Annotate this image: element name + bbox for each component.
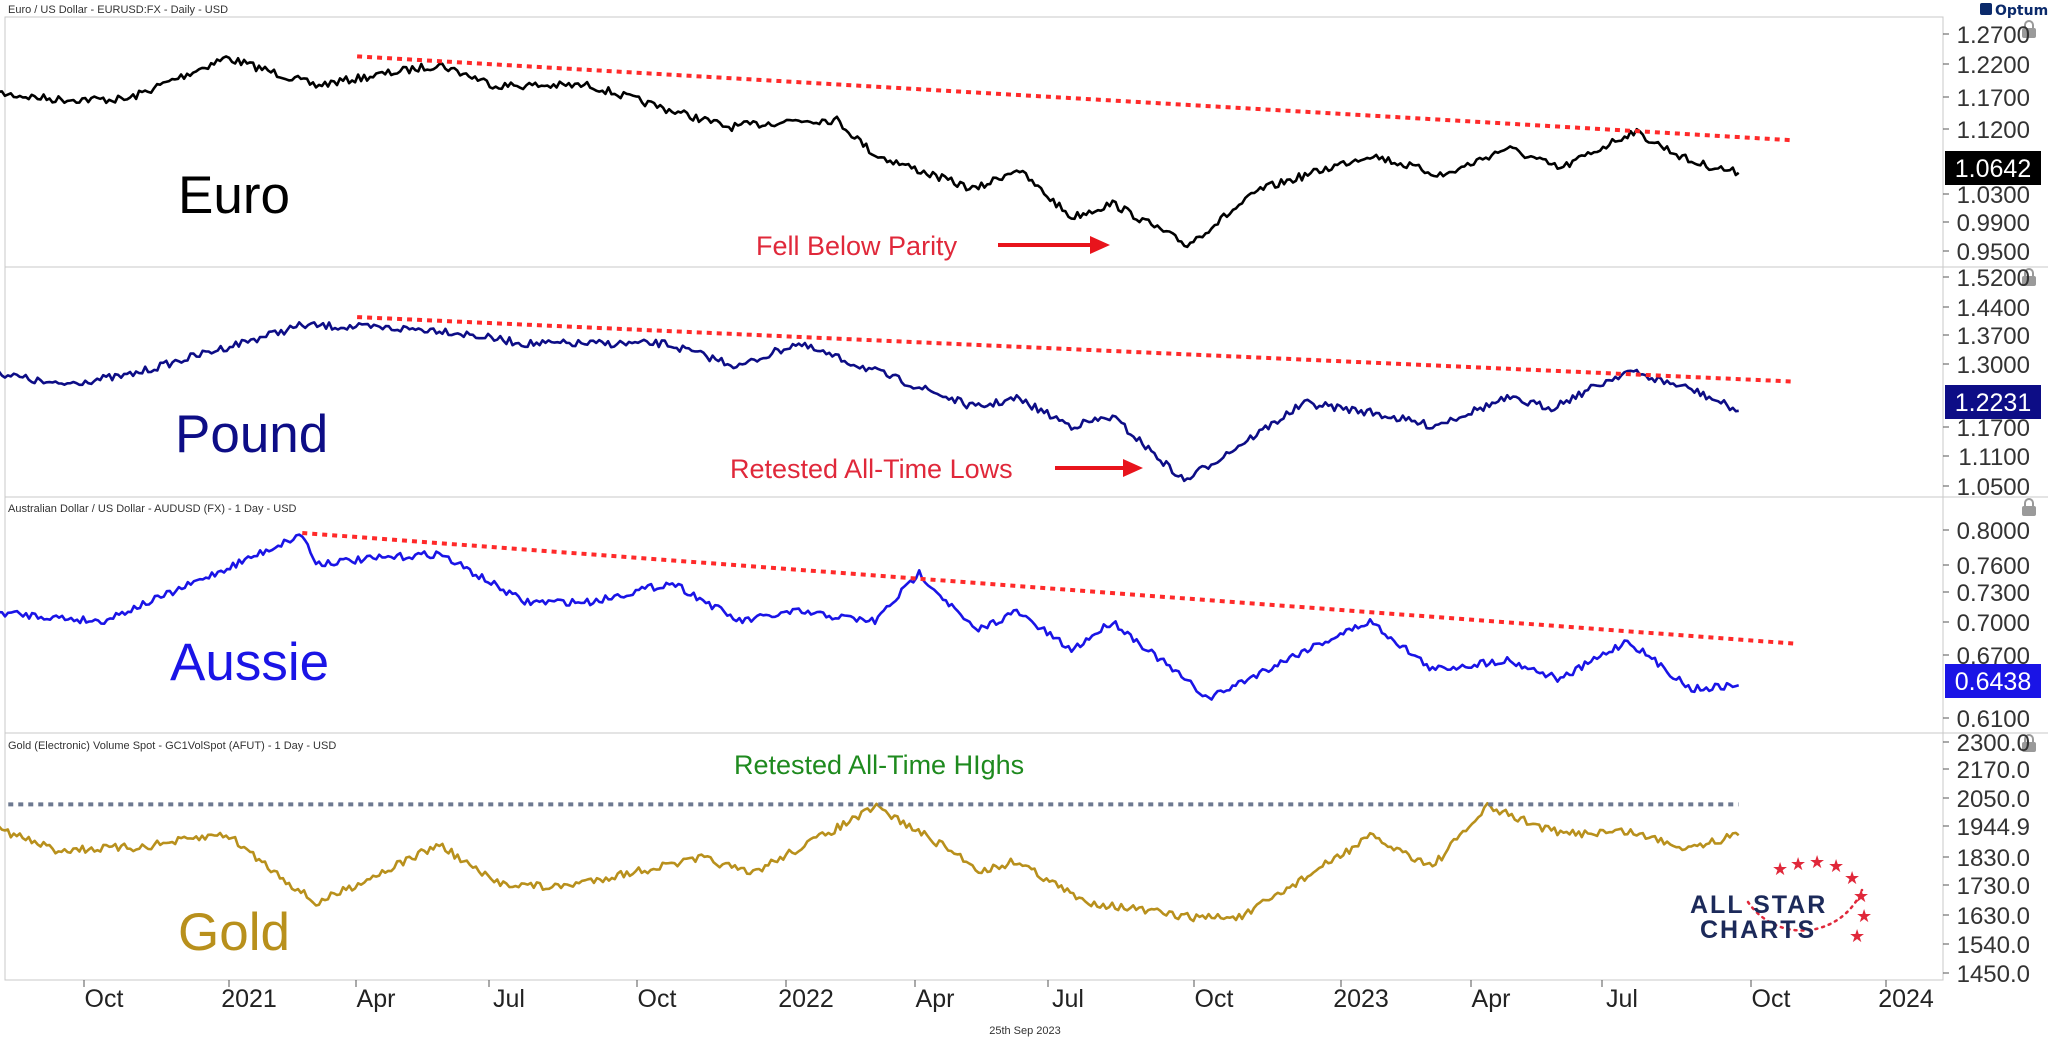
logo-star-2: ★ bbox=[1790, 854, 1806, 874]
logo-star-8: ★ bbox=[1849, 926, 1865, 946]
series-line-euro bbox=[0, 55, 1740, 249]
time-tick-label: Jul bbox=[1606, 985, 1638, 1013]
last-value-badge bbox=[1945, 151, 2041, 185]
series-line-gold bbox=[0, 802, 1740, 923]
price-tick-label: 0.6100 bbox=[1957, 706, 2030, 733]
pound-annotation-arrow bbox=[1055, 459, 1143, 477]
price-tick-label: 0.7300 bbox=[1957, 580, 2030, 607]
time-tick-label: Apr bbox=[916, 985, 955, 1013]
brand-line-1: ALL STAR bbox=[1690, 891, 1827, 919]
lock-icon-shackle bbox=[2024, 734, 2034, 742]
aussie-panel-header: Australian Dollar / US Dollar - AUDUSD (… bbox=[8, 503, 297, 515]
euro-annotation-arrow bbox=[998, 236, 1110, 254]
price-axis: 1.2700 1.2200 1.1700 1.1200 1.06421.03000.99… bbox=[1943, 22, 2041, 988]
price-tick-label: 1.0500 bbox=[1957, 474, 2030, 501]
price-tick-label: 1.1200 bbox=[1957, 117, 2030, 144]
price-tick-label: 1730.0 bbox=[1957, 873, 2030, 900]
time-tick-label: Oct bbox=[1195, 985, 1234, 1013]
price-tick-label: 2170.0 bbox=[1957, 757, 2030, 784]
arrow-head bbox=[1123, 459, 1143, 477]
footer-date: 25th Sep 2023 bbox=[989, 1025, 1061, 1037]
price-tick-label: 1630.0 bbox=[1957, 903, 2030, 930]
series-layer bbox=[0, 54, 1794, 923]
price-tick-label: 1.1700 bbox=[1957, 415, 2030, 442]
logo-star-6: ★ bbox=[1853, 886, 1869, 906]
time-tick-label: 2024 bbox=[1878, 985, 1934, 1013]
logo-dotted-arc bbox=[1746, 888, 1864, 932]
time-tick-label: Oct bbox=[638, 985, 677, 1013]
time-tick-label: Jul bbox=[493, 985, 525, 1013]
lock-icon[interactable] bbox=[2022, 498, 2036, 516]
optuma-logo-text: Optuma bbox=[1995, 3, 2048, 19]
pound-annotation: Retested All-Time Lows bbox=[730, 454, 1013, 484]
price-tick-label: 0.7000 bbox=[1957, 610, 2030, 637]
time-tick-label: Oct bbox=[1752, 985, 1791, 1013]
logo-star-1: ★ bbox=[1772, 859, 1788, 879]
price-tick-label: 0.9900 bbox=[1957, 210, 2030, 237]
logo-star-3: ★ bbox=[1809, 852, 1825, 872]
price-tick-label: 0.7600 bbox=[1957, 553, 2030, 580]
time-tick-label: 2021 bbox=[221, 985, 277, 1013]
lock-icon[interactable] bbox=[2022, 20, 2036, 38]
lock-icon[interactable] bbox=[2022, 734, 2036, 752]
time-tick-label: Apr bbox=[1472, 985, 1511, 1013]
price-tick-label: 1.1100 bbox=[1958, 444, 2030, 471]
price-tick-label: 1.3000 bbox=[1957, 352, 2030, 379]
euro-annotation: Fell Below Parity bbox=[756, 231, 958, 261]
time-tick-label: Oct bbox=[85, 985, 124, 1013]
lock-icon-body bbox=[2022, 742, 2036, 752]
price-tick-label: 0.9500 bbox=[1957, 239, 2030, 266]
price-tick-label: 1.2200 bbox=[1957, 52, 2030, 79]
gold-panel-header: Gold (Electronic) Volume Spot - GC1VolSp… bbox=[8, 740, 336, 752]
brand-line-2: CHARTS bbox=[1700, 916, 1816, 944]
price-tick-label: 1.3700 bbox=[1957, 323, 2030, 350]
price-tick-label: 2050.0 bbox=[1957, 786, 2030, 813]
price-tick-label: 0.8000 bbox=[1957, 518, 2030, 545]
last-value-text: 0.6438 bbox=[1955, 668, 2031, 696]
logo-star-7: ★ bbox=[1856, 906, 1872, 926]
last-value-badge bbox=[1945, 385, 2041, 419]
optuma-logo: Optuma bbox=[1980, 3, 2048, 19]
price-tick-label: 1540.0 bbox=[1957, 932, 2030, 959]
time-tick-label: 2022 bbox=[778, 985, 834, 1013]
lock-icon-shackle bbox=[2024, 268, 2034, 276]
price-tick-label: 1.0300 bbox=[1957, 182, 2030, 209]
time-tick-label: Apr bbox=[357, 985, 396, 1013]
series-line-pound bbox=[0, 321, 1739, 483]
price-tick-label: 1.5200 bbox=[1957, 265, 2030, 292]
price-tick-label: 1.4400 bbox=[1957, 295, 2030, 322]
logo-star-5: ★ bbox=[1844, 868, 1860, 888]
euro-label: Euro bbox=[178, 166, 290, 225]
price-tick-label: 1830.0 bbox=[1957, 845, 2030, 872]
time-tick-label: Jul bbox=[1052, 985, 1084, 1013]
lock-icon[interactable] bbox=[2022, 268, 2036, 286]
lock-icon-body bbox=[2022, 506, 2036, 516]
last-value-text: 1.2231 bbox=[1955, 389, 2031, 417]
price-tick-label: 1450.0 bbox=[1957, 961, 2030, 988]
pound-label: Pound bbox=[175, 405, 328, 464]
time-axis: Oct 2021 Apr Jul Oct 2022 Apr Jul Oct 2023 Apr Jul O… bbox=[83, 980, 1934, 1013]
gold-label: Gold bbox=[178, 903, 290, 962]
last-value-text: 1.0642 bbox=[1955, 155, 2031, 183]
aussie-label: Aussie bbox=[170, 633, 329, 692]
optuma-logo-icon bbox=[1980, 3, 1992, 15]
price-tick-label: 1944.9 bbox=[1957, 814, 2030, 841]
last-value-badge bbox=[1945, 664, 2041, 698]
lock-icon-body bbox=[2022, 28, 2036, 38]
gold-annotation: Retested All-Time HIghs bbox=[734, 750, 1024, 780]
lock-icon-shackle bbox=[2024, 20, 2034, 28]
time-tick-label: 2023 bbox=[1333, 985, 1389, 1013]
euro-panel-header: Euro / US Dollar - EURUSD:FX - Daily - U… bbox=[8, 4, 228, 16]
logo-star-4: ★ bbox=[1828, 856, 1844, 876]
all-star-charts-logo: ★ ★ ★ ★ ★ ★ ★ ★ ALL STAR CHARTS bbox=[1690, 852, 1872, 946]
lock-icon-shackle bbox=[2024, 498, 2034, 506]
price-tick-label: 1.2700 bbox=[1957, 22, 2030, 49]
series-line-aussie bbox=[0, 533, 1740, 701]
price-tick-label: 1.1700 bbox=[1957, 85, 2030, 112]
price-tick-label: 2300.0 bbox=[1957, 730, 2030, 757]
arrow-head bbox=[1090, 236, 1110, 254]
lock-icon-body bbox=[2022, 276, 2036, 286]
